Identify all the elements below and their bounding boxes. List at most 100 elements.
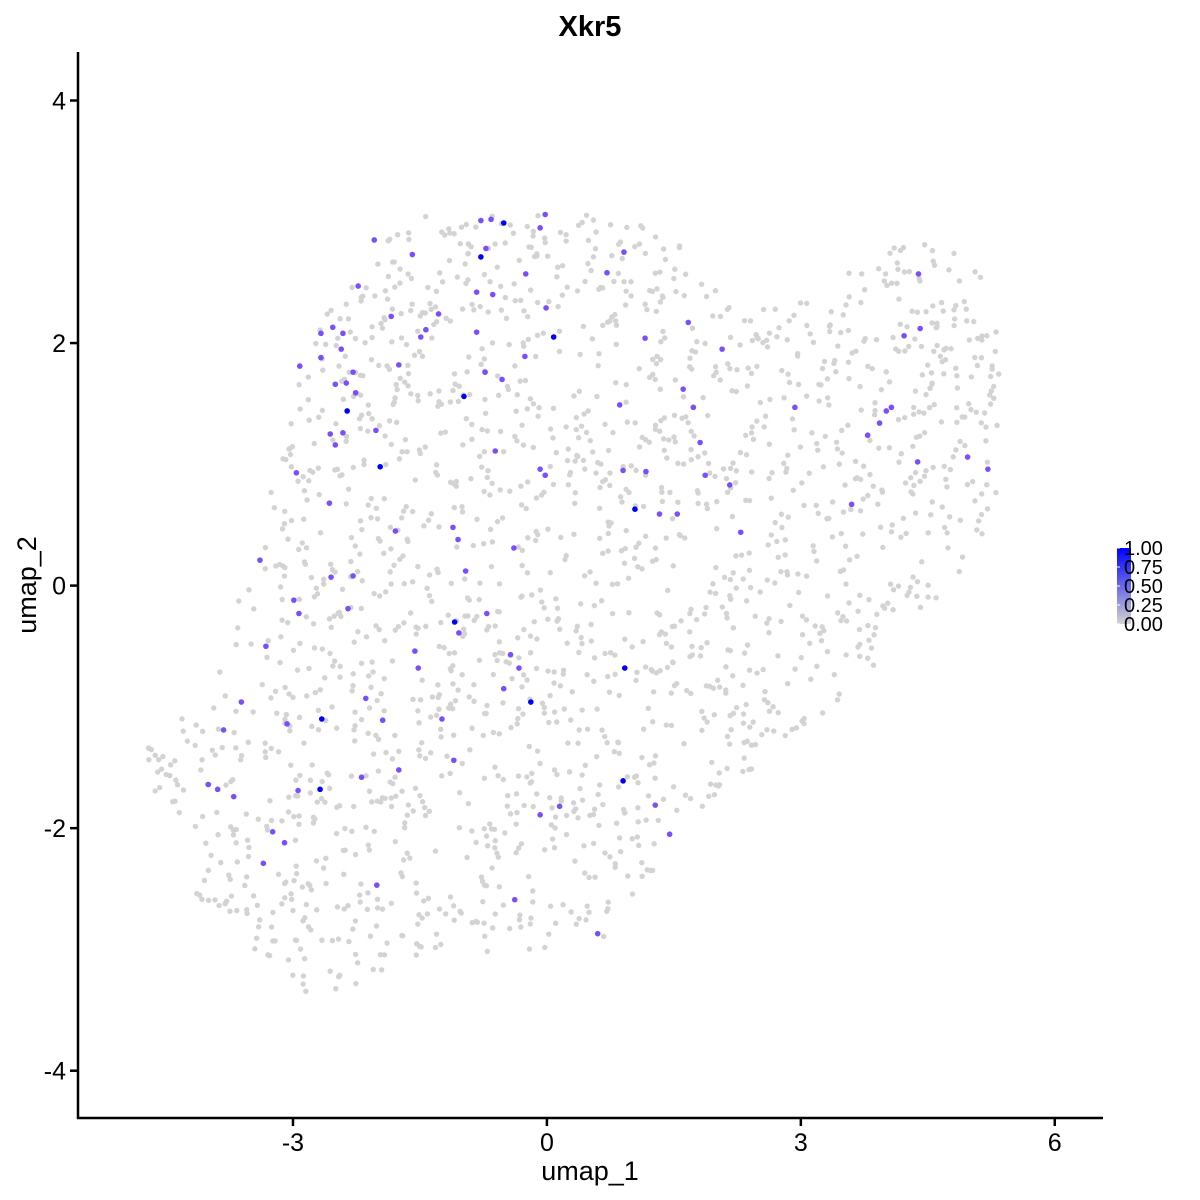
cell-point: [310, 621, 317, 627]
cell-point: [683, 414, 689, 420]
cell-point: [656, 428, 663, 434]
cell-point: [551, 767, 558, 773]
cell-point: [397, 266, 403, 272]
cell-point: [447, 770, 453, 777]
expressing-cell-point: [332, 381, 339, 388]
cell-point: [766, 708, 773, 714]
cell-point: [401, 581, 407, 587]
cell-point: [408, 391, 414, 397]
cell-point: [250, 709, 256, 715]
cell-point: [436, 398, 442, 405]
cell-point: [427, 750, 434, 756]
cell-point: [649, 719, 656, 725]
cell-point: [382, 316, 388, 323]
cell-point: [485, 623, 492, 630]
cell-point: [500, 776, 507, 783]
cell-point: [580, 323, 587, 330]
cell-point: [198, 767, 204, 773]
cell-point: [503, 315, 510, 322]
cell-point: [684, 687, 690, 694]
cell-point: [496, 639, 503, 645]
cell-point: [761, 424, 767, 430]
cell-point: [349, 284, 355, 291]
expressing-cell-point: [340, 330, 346, 337]
cell-point: [819, 710, 826, 716]
cell-point: [865, 622, 871, 629]
cell-point: [730, 570, 736, 576]
cell-point: [610, 429, 616, 436]
cell-point: [628, 293, 634, 299]
cell-point: [712, 364, 719, 370]
cell-point: [386, 418, 393, 424]
cell-point: [657, 269, 663, 275]
cell-point: [744, 642, 751, 648]
cell-point: [521, 626, 527, 633]
cell-point: [703, 501, 710, 507]
cell-point: [687, 355, 693, 361]
cell-point: [527, 780, 533, 786]
cell-point: [602, 421, 608, 428]
cell-point: [373, 505, 380, 512]
cell-point: [370, 751, 377, 757]
cell-point: [687, 610, 693, 617]
cell-point: [404, 449, 410, 455]
cell-point: [784, 337, 790, 343]
cell-point: [651, 760, 657, 766]
cell-point: [648, 666, 654, 673]
cell-point: [629, 891, 636, 897]
cell-point: [405, 383, 411, 389]
cell-point: [408, 275, 415, 282]
cell-point: [369, 416, 375, 422]
cell-point: [689, 348, 695, 354]
cell-point: [422, 310, 429, 316]
cell-point: [790, 487, 796, 493]
cell-point: [724, 765, 730, 772]
expressing-cell-point: [528, 699, 534, 705]
cell-point: [554, 605, 561, 611]
cell-point: [636, 444, 643, 450]
cell-point: [566, 769, 573, 775]
cell-point: [459, 504, 465, 510]
cell-point: [245, 739, 251, 746]
cell-point: [453, 483, 459, 489]
cell-point: [812, 623, 818, 629]
cell-point: [699, 727, 705, 734]
cell-point: [268, 695, 274, 701]
cell-point: [527, 921, 534, 927]
cell-point: [916, 409, 922, 415]
cell-point: [348, 534, 355, 541]
expressing-cell-point: [901, 332, 907, 339]
expressing-cell-point: [685, 319, 692, 326]
cell-point: [484, 948, 491, 955]
cell-point: [979, 531, 985, 537]
cell-point: [869, 365, 875, 372]
cell-point: [944, 530, 950, 536]
cell-point: [523, 505, 529, 512]
cell-point: [898, 451, 904, 457]
cell-point: [623, 486, 629, 493]
cell-point: [320, 581, 327, 587]
cell-point: [733, 553, 739, 559]
cell-point: [671, 682, 678, 689]
cell-point: [184, 738, 191, 744]
expressing-cell-point: [340, 430, 346, 436]
cell-point: [742, 432, 749, 439]
cell-point: [388, 441, 394, 448]
cell-point: [337, 802, 343, 809]
cell-point: [954, 405, 960, 411]
cell-point: [799, 480, 805, 486]
cell-point: [710, 581, 716, 587]
cell-point: [639, 225, 646, 231]
cell-point: [192, 742, 198, 749]
cell-point: [695, 453, 701, 460]
cell-point: [427, 391, 433, 397]
legend-label: 1.00: [1124, 538, 1163, 560]
cell-point: [716, 684, 723, 690]
cell-point: [399, 932, 405, 939]
cell-point: [682, 792, 689, 798]
cell-point: [957, 438, 963, 445]
cell-point: [374, 516, 381, 522]
expressing-cell-point: [350, 573, 356, 579]
cell-point: [304, 693, 310, 699]
cell-point: [319, 646, 326, 652]
